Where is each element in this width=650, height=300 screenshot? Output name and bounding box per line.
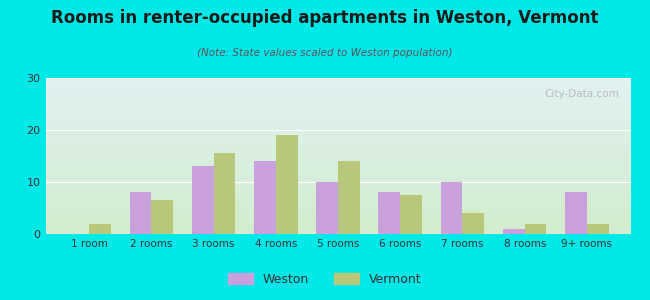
Bar [129, 192, 151, 234]
Bar [503, 229, 525, 234]
Bar [192, 167, 214, 234]
Bar [565, 192, 587, 234]
Bar [378, 192, 400, 234]
Bar [587, 224, 608, 234]
Bar [462, 213, 484, 234]
Bar [214, 153, 235, 234]
Bar [316, 182, 338, 234]
Bar [276, 135, 298, 234]
Bar [441, 182, 462, 234]
Bar [151, 200, 173, 234]
Bar [525, 224, 547, 234]
Text: Rooms in renter-occupied apartments in Weston, Vermont: Rooms in renter-occupied apartments in W… [51, 9, 599, 27]
Bar [89, 224, 111, 234]
Bar [400, 195, 422, 234]
Bar [338, 161, 360, 234]
Bar [254, 161, 276, 234]
Text: (Note: State values scaled to Weston population): (Note: State values scaled to Weston pop… [197, 48, 453, 58]
Legend: Weston, Vermont: Weston, Vermont [223, 268, 427, 291]
Text: City-Data.com: City-Data.com [544, 89, 619, 99]
